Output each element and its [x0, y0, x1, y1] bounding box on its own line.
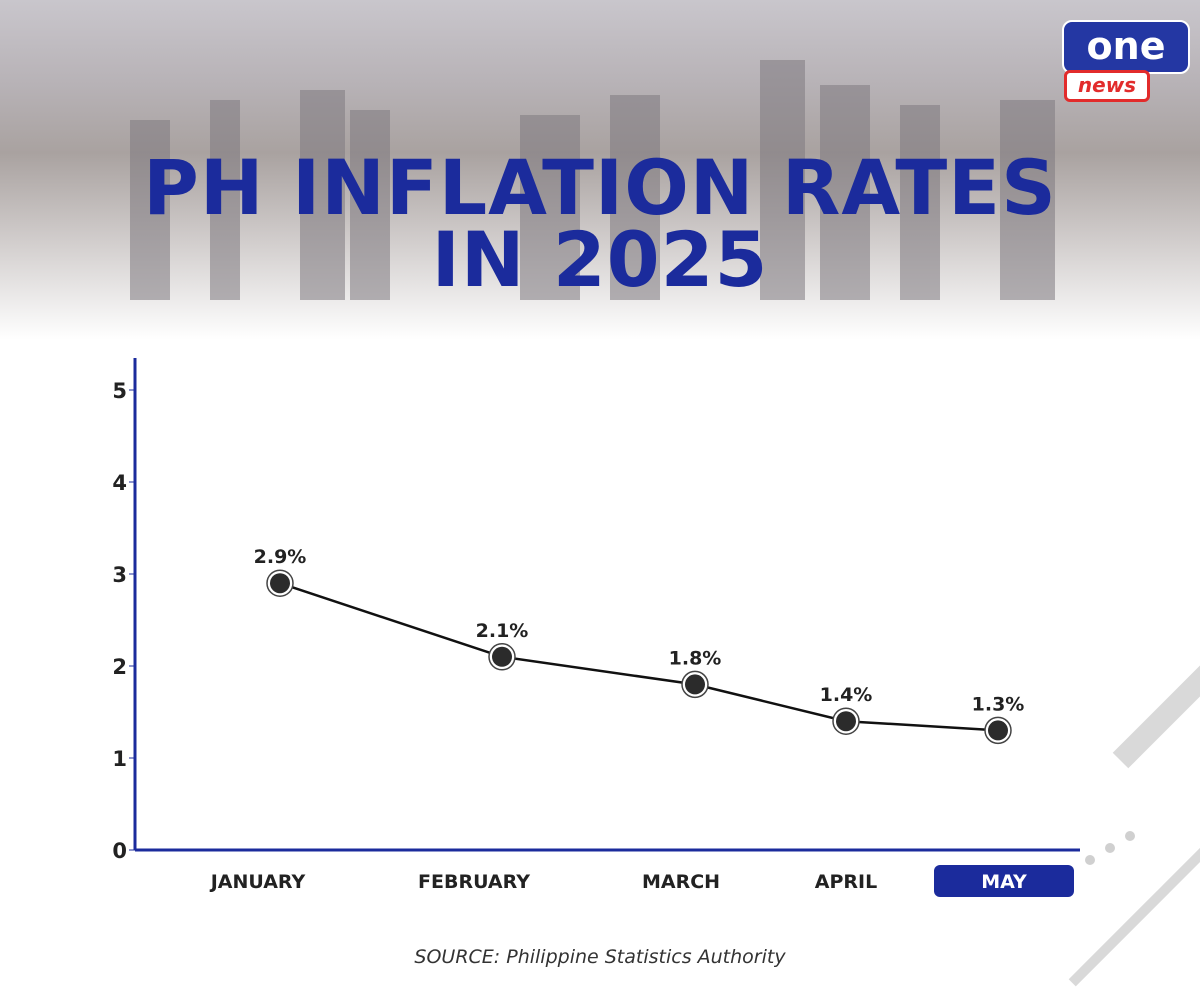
data-point	[685, 674, 705, 695]
data-point	[988, 720, 1008, 741]
y-tick-label: 1	[112, 747, 127, 771]
decorative-dot	[1125, 831, 1135, 841]
x-tick-label: APRIL	[815, 871, 877, 893]
x-tick-label: MARCH	[642, 871, 720, 893]
y-tick-label: 0	[112, 839, 127, 863]
headline-line-1: PH INFLATION RATES	[143, 143, 1057, 232]
data-label: 1.8%	[669, 647, 722, 669]
data-point	[492, 646, 512, 667]
skyline-graphic	[130, 60, 1055, 300]
y-tick-label: 2	[112, 655, 127, 679]
city-skyline-background	[0, 0, 1200, 340]
data-label: 1.3%	[972, 693, 1025, 715]
x-tick-label: FEBRUARY	[418, 871, 530, 893]
data-point	[836, 711, 856, 732]
source-note: SOURCE: Philippine Statistics Authority	[414, 946, 786, 968]
data-label: 2.1%	[476, 620, 529, 642]
data-label: 2.9%	[254, 546, 307, 568]
data-point	[270, 573, 290, 594]
x-tick-label: MAY	[981, 871, 1027, 893]
y-tick-label: 4	[112, 471, 127, 495]
y-tick-label: 3	[112, 563, 127, 587]
series-line	[279, 582, 999, 732]
x-tick-label: JANUARY	[209, 871, 306, 893]
highlight-badge	[934, 865, 1074, 897]
one-news-logo: one	[1062, 20, 1190, 74]
headline-line-2: IN 2025	[431, 215, 769, 304]
data-label: 1.4%	[820, 684, 873, 706]
decorative-dot	[1085, 855, 1095, 865]
y-tick-label: 5	[112, 379, 127, 403]
decorative-dot	[1105, 843, 1115, 853]
one-news-logo-sub: news	[1064, 70, 1150, 102]
